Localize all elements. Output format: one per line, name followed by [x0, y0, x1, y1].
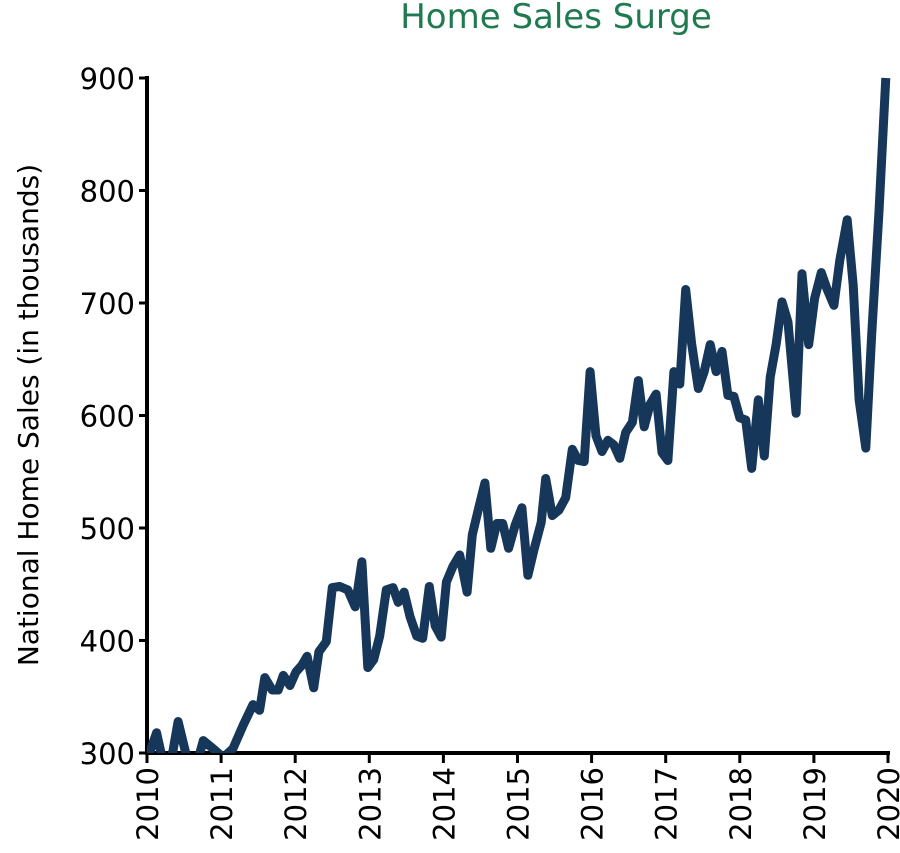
y-tick-label: 400	[80, 625, 135, 659]
y-tick-label: 300	[80, 737, 135, 771]
data-line	[147, 77, 891, 753]
x-tick-label: 2015	[502, 767, 536, 841]
x-tick-label: 2018	[724, 767, 758, 841]
y-tick-label: 700	[80, 287, 135, 321]
x-tick-label: 2010	[131, 767, 165, 841]
x-tick-label: 2020	[872, 767, 900, 841]
chart-title: Home Sales Surge	[400, 0, 712, 37]
y-axis-label: National Home Sales (in thousands)	[12, 164, 45, 666]
x-tick-label: 2011	[205, 767, 239, 841]
y-tick-label: 800	[80, 175, 135, 209]
x-tick-label: 2019	[798, 767, 832, 841]
y-tick-label: 900	[80, 62, 135, 96]
y-tick-label: 500	[80, 512, 135, 546]
x-tick-label: 2013	[353, 767, 387, 841]
x-tick-label: 2016	[576, 767, 610, 841]
x-tick-label: 2012	[279, 767, 313, 841]
x-tick-label: 2014	[427, 767, 461, 841]
x-tick-label: 2017	[650, 767, 684, 841]
y-tick-label: 600	[80, 400, 135, 434]
